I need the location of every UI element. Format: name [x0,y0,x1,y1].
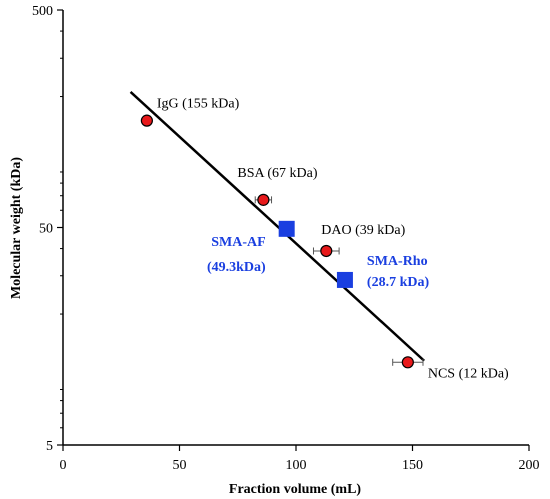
data-marks [140,114,424,369]
axes: 0 50 100 150 200 5 50 500 [32,4,540,473]
y-tick-label: 500 [32,4,53,19]
standard-point [401,356,414,369]
sample-label-weight: (49.3kDa) [207,260,266,275]
x-tick-label: 150 [402,458,423,473]
sample-label-weight: (28.7 kDa) [367,275,430,290]
fit-line [129,91,425,362]
sample-point [278,220,295,237]
y-tick-label: 50 [39,222,53,237]
sample-label-name: SMA-Rho [367,254,428,269]
point-label: IgG (155 kDa) [157,97,240,112]
standard-point [320,244,333,258]
x-tick-label: 100 [286,458,307,473]
x-axis-title: Fraction volume (mL) [229,482,362,497]
standard-point [257,193,270,206]
sample-point [336,271,353,288]
x-tick-label: 200 [519,458,540,473]
y-axis-title: Molecular weight (kDa) [9,157,24,299]
x-tick-label: 50 [173,458,187,473]
annotations: IgG (155 kDa) BSA (67 kDa) DAO (39 kDa) NCS… [157,97,509,382]
sample-label-name: SMA-AF [211,235,265,250]
fit-line-group [129,91,425,362]
y-tick-label: 5 [46,439,53,454]
point-label: BSA (67 kDa) [237,166,317,181]
x-tick-label: 0 [60,458,67,473]
point-label: NCS (12 kDa) [428,366,509,381]
standard-point [140,114,153,127]
point-label: DAO (39 kDa) [321,223,405,238]
